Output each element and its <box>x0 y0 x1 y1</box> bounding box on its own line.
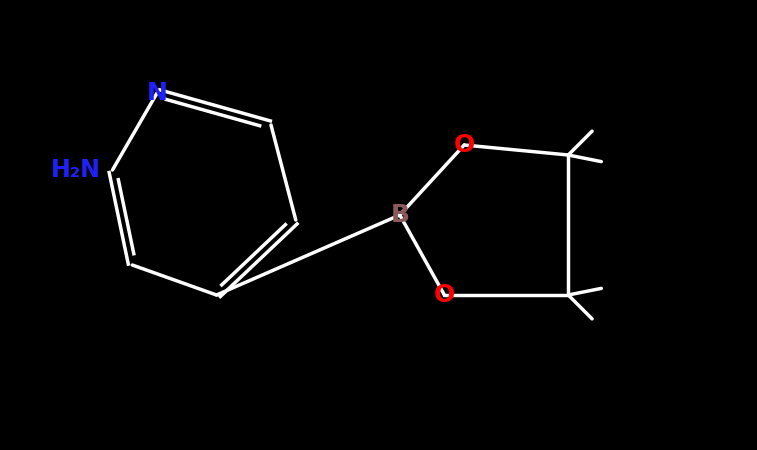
Text: N: N <box>147 81 167 105</box>
Text: B: B <box>391 203 410 227</box>
Text: O: O <box>453 133 475 157</box>
Text: O: O <box>434 283 455 307</box>
Text: H₂N: H₂N <box>51 158 101 182</box>
